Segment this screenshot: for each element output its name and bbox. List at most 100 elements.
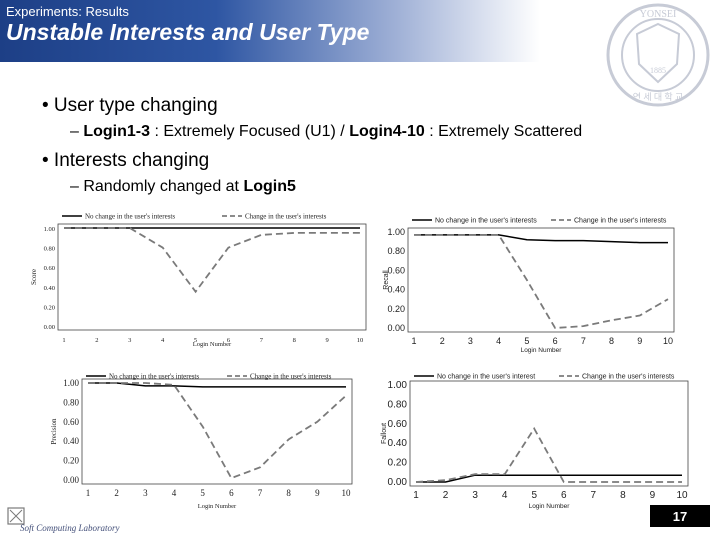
- x-tick-label: 8: [293, 337, 296, 344]
- plot-frame: [81, 378, 353, 485]
- x-tick-label: 9: [315, 488, 320, 498]
- y-axis-title: Fallout: [381, 423, 388, 444]
- x-tick-label: 10: [676, 490, 688, 501]
- bullet-interests: • Interests changing: [42, 150, 210, 171]
- y-tick-label: 1.00: [388, 380, 408, 391]
- y-tick-label: 0.00: [388, 477, 408, 488]
- dash: –: [70, 123, 84, 140]
- seal-top-text: YONSEI: [640, 9, 677, 20]
- y-tick-label: 0.40: [387, 285, 405, 295]
- y-tick-label: 0.00: [387, 323, 405, 333]
- series-line-change: [88, 382, 347, 480]
- plot-frame: [409, 380, 689, 487]
- legend-label: Change in the user's interests: [582, 374, 675, 381]
- x-tick-label: 6: [227, 337, 231, 344]
- y-axis-title: Score: [30, 269, 38, 285]
- x-tick-label: 5: [194, 337, 197, 344]
- x-tick-label: 3: [128, 337, 131, 344]
- y-tick-label: 0.20: [387, 304, 405, 314]
- x-tick-label: 2: [440, 336, 445, 346]
- x-tick-label: 7: [258, 488, 263, 498]
- y-tick-label: 0.60: [44, 265, 55, 272]
- y-tick-label: 0.00: [63, 475, 79, 485]
- series-line-change: [64, 227, 360, 294]
- plot-frame: [57, 223, 367, 331]
- seal-year: 1885: [650, 66, 666, 75]
- legend-label: No change in the user's interest: [437, 374, 535, 381]
- x-tick-label: 2: [443, 490, 449, 501]
- plot-frame: [407, 227, 675, 333]
- x-axis-title: Login Number: [193, 341, 232, 348]
- series-line-no-change: [88, 382, 346, 388]
- x-tick-label: 7: [591, 490, 597, 501]
- y-tick-label: 0.00: [44, 324, 55, 331]
- x-tick-label: 1: [86, 488, 91, 498]
- x-tick-label: 10: [663, 336, 673, 346]
- legend-label: Change in the user's interests: [250, 373, 332, 381]
- x-tick-label: 2: [95, 337, 98, 344]
- x-tick-label: 4: [502, 490, 508, 501]
- x-tick-label: 5: [531, 490, 537, 501]
- precision-chart: 0.00 0.20 0.40 0.60 0.80 1.00 1 2 3 4 5 6 7 8 9 10 Login…: [50, 373, 353, 510]
- y-tick-label: 0.80: [388, 399, 408, 410]
- x-tick-label: 8: [286, 488, 291, 498]
- y-tick-label: 0.20: [388, 458, 408, 469]
- lab-name: Soft Computing Laboratory: [20, 523, 120, 533]
- y-tick-label: 1.00: [387, 227, 405, 237]
- x-tick-label: 6: [229, 488, 234, 498]
- y-axis-title: Precision: [50, 418, 58, 445]
- legend-label: Change in the user's interests: [245, 213, 327, 221]
- y-tick-label: 0.80: [63, 397, 79, 407]
- x-tick-label: 10: [357, 337, 364, 344]
- y-tick-label: 0.40: [388, 438, 408, 449]
- subbullet-random-change: – Randomly changed at Login5: [70, 178, 296, 196]
- y-tick-label: 1.00: [44, 226, 55, 233]
- x-tick-label: 10: [342, 488, 352, 498]
- soft-computing-lab-logo: Soft Computing Laboratory: [7, 507, 120, 533]
- series-line-no-change: [414, 234, 668, 244]
- y-tick-label: 0.80: [44, 246, 55, 253]
- series-line-change: [414, 233, 669, 329]
- x-tick-label: 7: [260, 337, 264, 344]
- x-tick-label: 8: [620, 490, 626, 501]
- header-banner: Experiments: Results Unstable Interests …: [0, 0, 720, 62]
- x-tick-label: 4: [496, 336, 501, 346]
- legend-label: No change in the user's interests: [435, 218, 537, 225]
- login-range-1: Login1-3: [83, 123, 151, 140]
- random-text: – Randomly changed at: [70, 178, 244, 195]
- x-axis-title: Login Number: [521, 347, 563, 354]
- legend-label: No change in the user's interests: [109, 373, 199, 381]
- x-tick-label: 8: [609, 336, 614, 346]
- page-number: 17: [650, 505, 710, 527]
- x-tick-label: 3: [468, 336, 473, 346]
- x-tick-label: 9: [650, 490, 656, 501]
- x-tick-label: 1: [411, 336, 416, 346]
- y-tick-label: 0.40: [63, 436, 79, 446]
- x-tick-label: 4: [172, 488, 177, 498]
- y-tick-label: 0.60: [63, 417, 79, 427]
- fallout-chart: 0.00 0.20 0.40 0.60 0.80 1.00 1 2 3 4 5 6 7 8 9 10 Login…: [381, 374, 689, 510]
- scattered-text: : Extremely Scattered: [424, 123, 583, 140]
- x-tick-label: 9: [637, 336, 642, 346]
- score-chart: 0.00 0.20 0.40 0.60 0.80 1.00 1 2 3 4 5 6 7 8 9 10 Login…: [30, 213, 367, 348]
- focused-text: : Extremely Focused (U1) /: [150, 123, 350, 140]
- x-tick-label: 2: [114, 488, 119, 498]
- y-tick-label: 0.60: [387, 265, 405, 275]
- slide-title: Unstable Interests and User Type: [6, 19, 370, 45]
- x-tick-label: 3: [143, 488, 148, 498]
- y-tick-label: 0.20: [63, 456, 79, 466]
- subbullet-login-phases: – Login1-3 : Extremely Focused (U1) / Lo…: [70, 123, 582, 141]
- series-line-no-change: [416, 474, 682, 483]
- seal-korean: 연 세 대 학 교: [633, 92, 683, 102]
- x-tick-label: 5: [200, 488, 205, 498]
- x-axis-title: Login Number: [529, 503, 571, 510]
- legend-label: Change in the user's interests: [574, 218, 667, 225]
- x-tick-label: 6: [553, 336, 558, 346]
- x-tick-label: 4: [161, 337, 165, 344]
- bullet-user-type: • User type changing: [42, 95, 218, 116]
- login5-text: Login5: [243, 178, 296, 195]
- x-tick-label: 1: [413, 490, 419, 501]
- legend-label: No change in the user's interests: [85, 213, 175, 221]
- x-tick-label: 9: [325, 337, 328, 344]
- y-tick-label: 0.80: [387, 246, 405, 256]
